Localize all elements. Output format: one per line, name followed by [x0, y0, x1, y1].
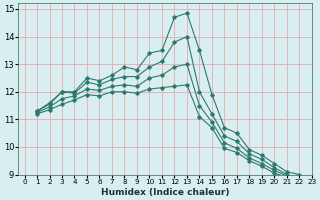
X-axis label: Humidex (Indice chaleur): Humidex (Indice chaleur) — [101, 188, 229, 197]
